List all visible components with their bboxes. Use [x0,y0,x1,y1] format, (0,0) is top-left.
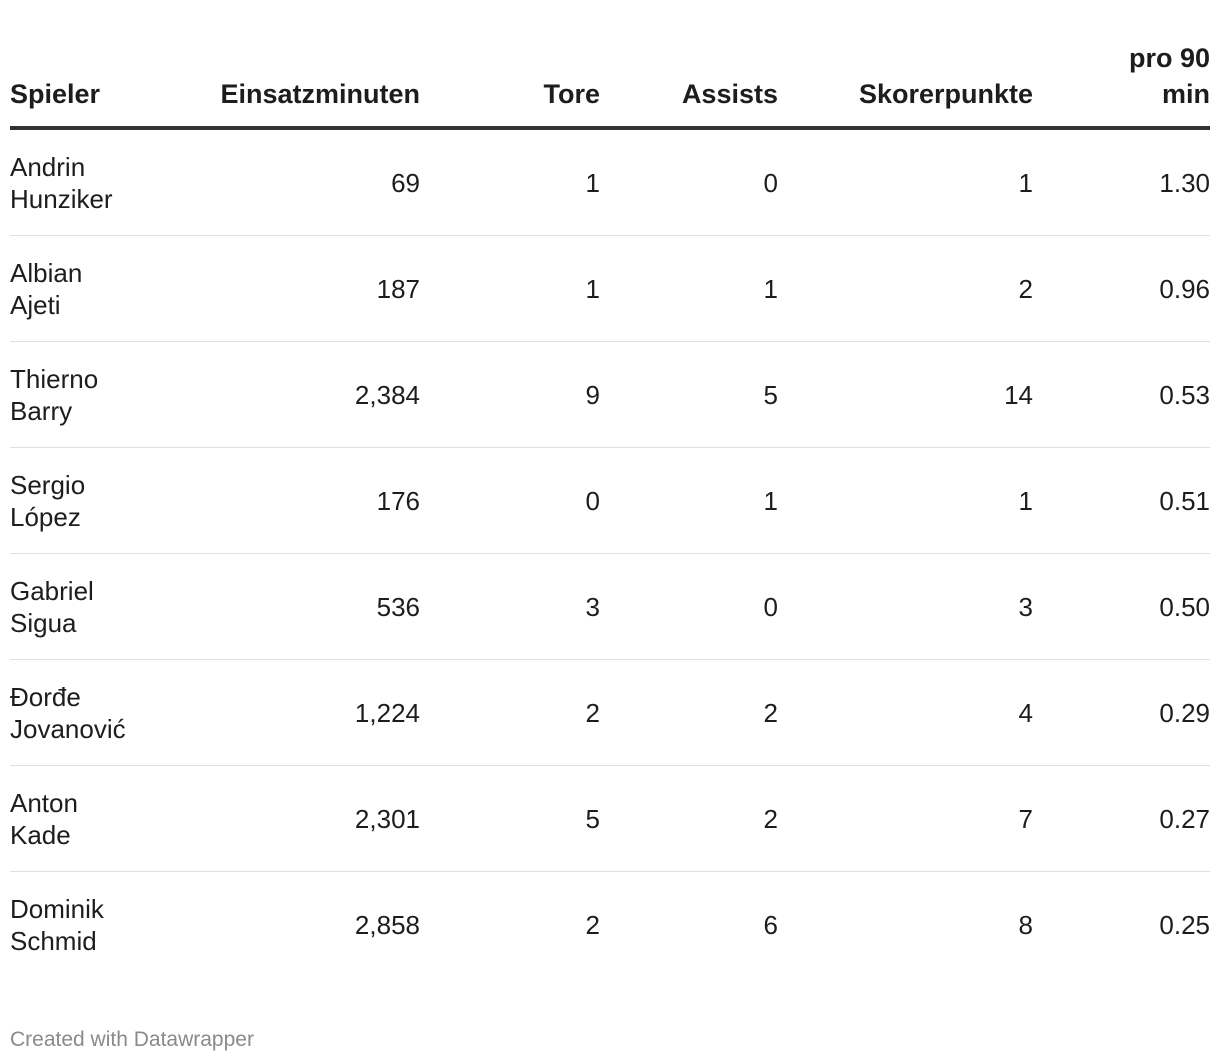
per90-cell: 0.96 [1033,235,1210,342]
goals-cell: 3 [420,553,600,660]
table-body: Andrin Hunziker 69 1 0 1 1.30 Albian Ajeti 187 1 1 2… [10,128,1210,977]
player-last-name: Hunziker [10,183,113,214]
assists-cell: 2 [600,765,778,872]
player-first-name: Thierno [10,363,99,394]
header-row: Spieler Einsatzminuten Tore Assists Skor… [10,40,1210,130]
player-name-cell: Gabriel Sigua [10,553,140,660]
player-last-name: Ajeti [10,289,61,320]
points-cell: 1 [778,447,1033,554]
minutes-cell: 2,858 [354,909,420,940]
per90-cell: 0.51 [1033,447,1210,554]
player-first-name: Andrin [10,151,86,182]
player-first-name: Albian [10,257,83,288]
player-stats-table: Spieler Einsatzminuten Tore Assists Skor… [10,40,1210,977]
player-name-cell: Thierno Barry [10,341,140,448]
table-header: Spieler Einsatzminuten Tore Assists Skor… [10,40,1210,130]
assists-cell: 1 [600,447,778,554]
player-last-name: Kade [10,819,71,850]
player-name-cell: Andrin Hunziker [10,128,140,236]
points-cell: 1 [778,128,1033,236]
goals-cell: 2 [585,909,600,940]
player-name-cell: Anton Kade [10,765,140,872]
player-last-name: Barry [10,395,73,426]
per90-cell: 1.30 [1033,128,1210,236]
player-last-name: Sigua [10,607,77,638]
header-assists[interactable]: Assists [600,40,778,130]
table-row: Anton Kade 2,301 5 2 7 0.27 [10,765,1210,872]
player-last-name: López [10,501,81,532]
minutes-cell: 2,301 [140,765,420,872]
minutes-cell: 2,384 [140,341,420,448]
assists-cell: 1 [600,235,778,342]
assists-cell: 2 [600,659,778,766]
points-cell: 2 [778,235,1033,342]
per90-cell: 0.50 [1033,553,1210,660]
player-name-cell: Sergio López [10,447,140,554]
table-row: Đorđe Jovanović 1,224 2 2 4 0.29 [10,659,1210,766]
player-first-name: Sergio [10,469,86,500]
player-first-name: Gabriel [10,575,94,606]
minutes-cell: 176 [140,447,420,554]
table-row: Thierno Barry 2,384 9 5 14 0.53 [10,341,1210,448]
points-cell: 14 [778,341,1033,448]
per90-cell: 0.27 [1033,765,1210,872]
player-name-cell: Albian Ajeti [10,235,140,342]
goals-cell: 9 [420,341,600,448]
player-name-cell: Đorđe Jovanović [10,659,140,766]
minutes-cell: 536 [140,553,420,660]
assists-cell: 0 [600,553,778,660]
header-goals[interactable]: Tore [420,40,600,130]
minutes-cell: 1,224 [140,659,420,766]
points-cell: 3 [778,553,1033,660]
assists-cell: 5 [600,341,778,448]
header-per90[interactable]: pro 90 min [1033,40,1210,130]
goals-cell: 1 [420,235,600,342]
player-first-name: Dominik [10,893,104,924]
table-row: Sergio López 176 0 1 1 0.51 [10,447,1210,554]
table-row: Albian Ajeti 187 1 1 2 0.96 [10,235,1210,342]
datawrapper-credit: Created with Datawrapper [10,1028,254,1051]
points-cell: 7 [778,765,1033,872]
per90-cell: 0.53 [1033,341,1210,448]
goals-cell: 2 [420,659,600,766]
goals-cell: 1 [420,128,600,236]
table-row: Dominik Schmid 2,858 2 6 8 0.25 [10,872,1210,978]
assists-cell: 0 [600,128,778,236]
player-name-cell: Dominik Schmid [10,872,140,978]
points-cell: 4 [778,659,1033,766]
minutes-cell: 187 [140,235,420,342]
points-cell: 8 [1018,909,1033,940]
header-minutes[interactable]: Einsatzminuten [140,40,420,130]
header-points[interactable]: Skorerpunkte [778,40,1033,130]
per90-cell: 0.25 [1159,909,1210,940]
assists-cell: 6 [763,909,778,940]
table-row: Gabriel Sigua 536 3 0 3 0.50 [10,553,1210,660]
header-player[interactable]: Spieler [10,40,140,130]
stats-table-container: Spieler Einsatzminuten Tore Assists Skor… [10,40,1210,977]
goals-cell: 5 [420,765,600,872]
player-first-name: Đorđe [10,681,81,712]
minutes-cell: 69 [140,128,420,236]
player-first-name: Anton [10,787,78,818]
table-row: Andrin Hunziker 69 1 0 1 1.30 [10,128,1210,236]
goals-cell: 0 [420,447,600,554]
player-last-name: Schmid [10,925,97,956]
header-per90-line2: min [1161,79,1210,109]
header-per90-line1: pro 90 [1128,43,1210,73]
per90-cell: 0.29 [1033,659,1210,766]
player-last-name: Jovanović [10,713,126,744]
